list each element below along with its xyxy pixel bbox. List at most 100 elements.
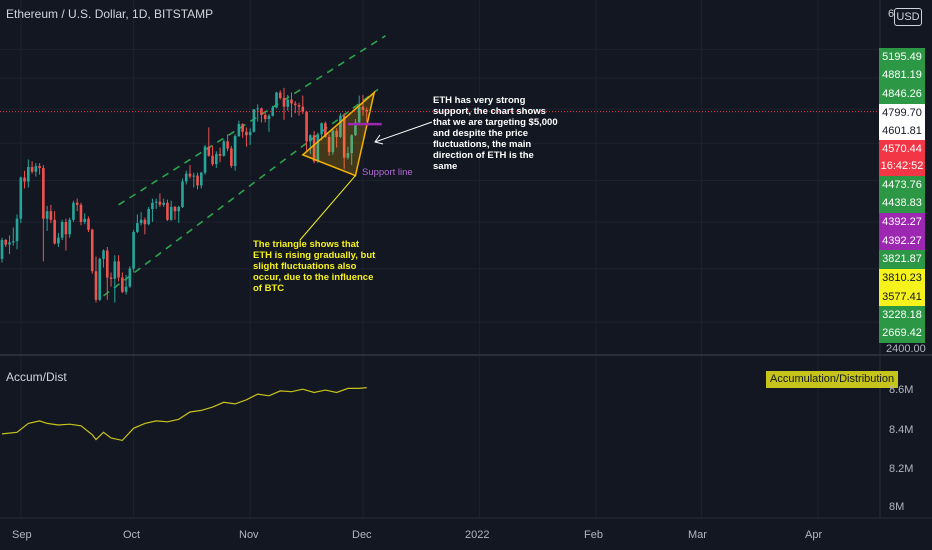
candle-body-94: [354, 122, 357, 136]
price-tag-2[interactable]: 4846.26: [879, 85, 925, 104]
candle-body-4: [15, 218, 19, 242]
triangle-pattern: [301, 90, 376, 177]
candle-body-45: [169, 206, 173, 220]
candle-body-90: [339, 115, 342, 137]
candle-body-18: [68, 219, 71, 235]
price-tag-12[interactable]: 3810.23: [879, 269, 925, 288]
price-tag-3[interactable]: 4799.70: [879, 104, 925, 123]
candle-body-71: [267, 115, 271, 120]
candle-body-93: [350, 135, 353, 154]
channel-upper-line: [118, 35, 386, 206]
channel-lower-line: [103, 88, 379, 297]
candle-body-61: [230, 148, 233, 167]
time-label-nov: Nov: [239, 529, 259, 541]
indicator-axis-label-4: 8M: [889, 501, 905, 513]
candle-body-53: [199, 172, 203, 186]
indicator-axis-label-2: 8.4M: [889, 424, 914, 436]
candle-body-12: [45, 211, 49, 219]
candle-body-89: [335, 130, 338, 137]
candle-body-25: [94, 271, 98, 300]
candle-body-9: [34, 166, 38, 172]
time-label-2022: 2022: [465, 529, 490, 541]
candle-body-6: [23, 177, 26, 182]
chart-overlays: [0, 111, 880, 241]
price-tag-8[interactable]: 4438.83: [879, 194, 925, 213]
candle-body-75: [282, 97, 286, 107]
candle-body-47: [177, 206, 181, 212]
candle-body-77: [290, 99, 293, 104]
price-tag-15[interactable]: 2669.42: [879, 324, 925, 343]
chart-title: Ethereum / U.S. Dollar, 1D, BITSTAMP: [6, 7, 214, 21]
price-tag-13[interactable]: 3577.41: [879, 288, 925, 307]
candle-body-28: [105, 250, 109, 278]
candle-body-70: [263, 114, 267, 120]
candle-body-63: [237, 124, 241, 137]
indicator-title[interactable]: Accum/Dist: [6, 370, 67, 384]
candle-body-11: [42, 167, 45, 219]
price-tag-9[interactable]: 4392.27: [879, 213, 925, 232]
candle-body-22: [83, 218, 87, 222]
time-label-sep: Sep: [12, 529, 32, 541]
candle-body-91: [342, 115, 346, 158]
candle-body-52: [196, 175, 199, 186]
candle-body-73: [275, 92, 278, 108]
currency-button[interactable]: USD: [894, 8, 922, 26]
candle-body-16: [60, 221, 64, 238]
candle-body-55: [207, 146, 211, 156]
time-label-oct: Oct: [123, 529, 141, 541]
candle-body-97: [365, 109, 369, 112]
price-tag-1[interactable]: 4881.19: [879, 66, 925, 85]
price-tag-5[interactable]: 4570.44: [879, 140, 925, 159]
candle-body-31: [117, 261, 120, 278]
candle-body-2: [8, 242, 11, 245]
candle-body-26: [98, 258, 102, 300]
price-tag-0[interactable]: 5195.49: [879, 48, 925, 67]
candle-body-19: [72, 202, 75, 220]
trend-channel: [103, 35, 386, 297]
time-label-mar: Mar: [688, 529, 707, 541]
candle-body-7: [27, 166, 30, 182]
price-tag-4[interactable]: 4601.81: [879, 122, 925, 141]
candle-body-78: [293, 103, 297, 106]
price-tag-10[interactable]: 4392.27: [879, 232, 925, 251]
time-label-dec: Dec: [352, 529, 372, 541]
candle-body-23: [87, 218, 90, 230]
candlestick-series: [0, 87, 369, 303]
candle-body-74: [278, 92, 282, 98]
candle-body-48: [181, 181, 184, 207]
candle-body-51: [192, 175, 196, 177]
candle-body-32: [121, 277, 124, 292]
support-note-arrowhead: [374, 134, 384, 145]
grid-lines: [0, 0, 880, 518]
candle-body-14: [53, 219, 56, 244]
candle-body-21: [79, 204, 83, 222]
candle-body-41: [154, 201, 158, 203]
triangle-note: The triangle shows that ETH is rising gr…: [253, 239, 376, 294]
price-tag-14[interactable]: 3228.18: [879, 306, 925, 325]
candle-body-67: [252, 109, 256, 132]
accum-dist-line: [1, 387, 367, 442]
candle-body-82: [309, 135, 312, 142]
candle-body-85: [320, 123, 323, 135]
support-note-arrow: [374, 121, 433, 143]
price-tag-7[interactable]: 4473.76: [879, 176, 925, 195]
candle-body-80: [301, 106, 305, 112]
candle-body-62: [233, 136, 237, 167]
accum-dist-series: [1, 387, 367, 442]
time-label-feb: Feb: [584, 529, 603, 541]
candle-body-43: [162, 202, 165, 205]
candle-body-29: [109, 277, 113, 279]
candle-body-35: [132, 232, 135, 269]
indicator-badge: Accumulation/Distribution: [766, 371, 899, 388]
indicator-axis-label-3: 8.2M: [889, 463, 914, 475]
candle-body-38: [143, 219, 147, 225]
price-tag-11[interactable]: 3821.87: [879, 250, 925, 269]
candle-body-30: [113, 261, 117, 279]
candle-body-42: [158, 201, 162, 205]
candle-body-65: [245, 131, 248, 136]
candle-body-33: [124, 286, 128, 292]
candle-body-49: [184, 173, 188, 182]
candle-body-60: [226, 141, 229, 149]
price-tag-6[interactable]: 16:42:52: [879, 157, 925, 176]
